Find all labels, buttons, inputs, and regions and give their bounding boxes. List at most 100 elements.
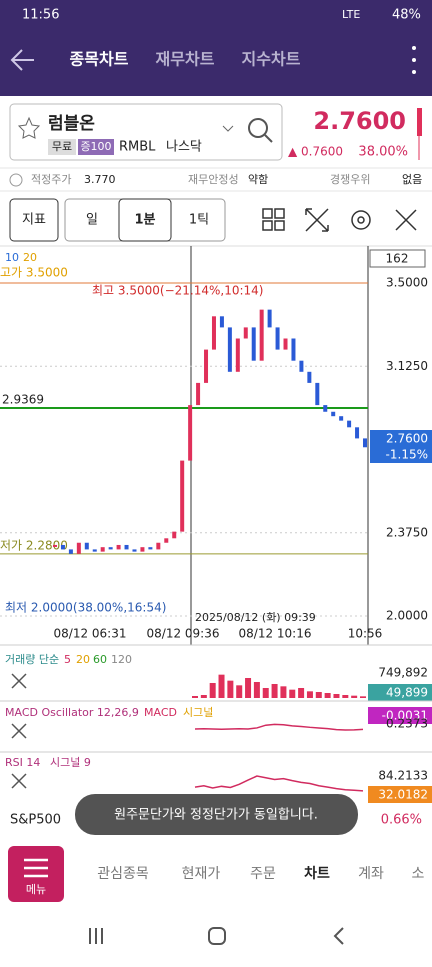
candle (124, 544, 129, 550)
nav-tab[interactable]: 관심종목 (97, 866, 149, 882)
search-icon[interactable] (248, 118, 268, 138)
candle (148, 547, 153, 550)
more[interactable] (412, 46, 416, 74)
help-icon[interactable] (9, 173, 23, 187)
info-label: 적정주가 (31, 173, 71, 186)
candle (172, 531, 177, 539)
info-value: 없음 (402, 173, 422, 186)
candle (116, 544, 121, 550)
candle (331, 411, 336, 417)
candle (347, 420, 352, 428)
tool-icons[interactable] (262, 208, 417, 232)
indicator-btn[interactable] (9, 198, 59, 242)
tab[interactable]: 재무차트 (156, 50, 215, 69)
bar (333, 693, 340, 698)
bar (227, 680, 234, 698)
panel-title: 시그널 9 (50, 756, 91, 769)
bar (280, 686, 287, 698)
system-nav[interactable] (89, 927, 344, 945)
candle (307, 371, 312, 383)
candle (227, 327, 232, 372)
search-icon (264, 134, 273, 143)
bar (342, 694, 349, 698)
bar (192, 695, 198, 698)
candle (76, 542, 81, 554)
candle (140, 547, 145, 552)
value-box (368, 707, 432, 724)
current-change: -1.15% (386, 448, 428, 462)
volume-current: 49,899 (386, 686, 428, 700)
price-tick: 2.0000 (386, 609, 428, 623)
panel-title: 시그널 (183, 706, 213, 719)
candle (243, 327, 248, 339)
high-label: 고가 3.5000 (0, 266, 68, 280)
period-selected[interactable] (118, 198, 172, 242)
bar (209, 682, 216, 698)
market: 나스닥 (166, 140, 202, 155)
header-bg (0, 0, 432, 96)
time-label: 08/12 10:16 (239, 627, 312, 641)
candle (156, 542, 161, 550)
axis-max: 84.2133 (378, 769, 428, 783)
candle (188, 405, 193, 461)
current-box (370, 430, 432, 463)
candle (92, 549, 97, 552)
period[interactable]: 1분 (134, 213, 155, 228)
chevron[interactable] (222, 125, 234, 132)
time-label: 08/12 09:36 (147, 627, 220, 641)
bar (218, 674, 225, 698)
nav-tab[interactable]: 현재가 (182, 866, 221, 882)
back[interactable] (10, 49, 34, 71)
candle (100, 547, 105, 552)
tab[interactable]: 지수차트 (242, 50, 301, 69)
star[interactable] (17, 116, 41, 139)
info-value: 3.770 (84, 173, 116, 186)
bar (315, 691, 322, 698)
nav-tab[interactable]: 계좌 (358, 866, 384, 882)
panel-title: 거래량 단순 (5, 653, 59, 666)
nav-tab[interactable]: 차트 (304, 866, 330, 882)
ticker: RMBL (119, 140, 156, 155)
candle (180, 460, 185, 532)
menu-label: 메뉴 (26, 883, 46, 896)
index-name: S&P500 (10, 813, 61, 828)
battery: 48% (392, 8, 421, 23)
indicator-label: 지표 (22, 213, 46, 228)
bar (289, 689, 296, 698)
candle (53, 544, 57, 547)
ma-legend: 120 (111, 653, 132, 666)
candle (363, 438, 367, 448)
time: 11:56 (22, 8, 59, 23)
nav-tab[interactable]: 소 (412, 866, 425, 882)
candle (84, 542, 89, 550)
axis-max: 0.2373 (386, 717, 428, 731)
candle (291, 338, 296, 361)
candle (259, 309, 264, 361)
current-price: 2.7600 (386, 432, 428, 446)
info-label: 경쟁우위 (330, 173, 370, 186)
panel-title: MACD (144, 706, 177, 719)
close-icons[interactable] (11, 673, 27, 789)
indicator-line (194, 775, 364, 792)
index-change: 0.66% (381, 813, 422, 828)
macd-current: -0.0031 (382, 709, 428, 723)
ma-legend: 20 (23, 251, 37, 264)
period[interactable]: 일 (86, 213, 98, 228)
bar (306, 691, 313, 698)
line-label: 2.9369 (2, 393, 44, 407)
time-label: 08/12 06:31 (54, 627, 127, 641)
period[interactable]: 1틱 (189, 213, 209, 228)
tag-bg (48, 139, 76, 155)
tab[interactable]: 종목차트 (70, 50, 129, 69)
candle (211, 316, 216, 350)
panel-title: RSI 14 (5, 756, 40, 769)
candle (132, 549, 137, 552)
ma-legend: 5 (64, 653, 71, 666)
panel-title: MACD Oscillator 12,26,9 (5, 706, 139, 719)
nav-tab[interactable]: 주문 (250, 866, 276, 882)
bar (360, 696, 366, 698)
candle (315, 382, 320, 406)
menu-btn[interactable] (8, 846, 64, 902)
stock-name: 럼블온 (48, 114, 95, 134)
